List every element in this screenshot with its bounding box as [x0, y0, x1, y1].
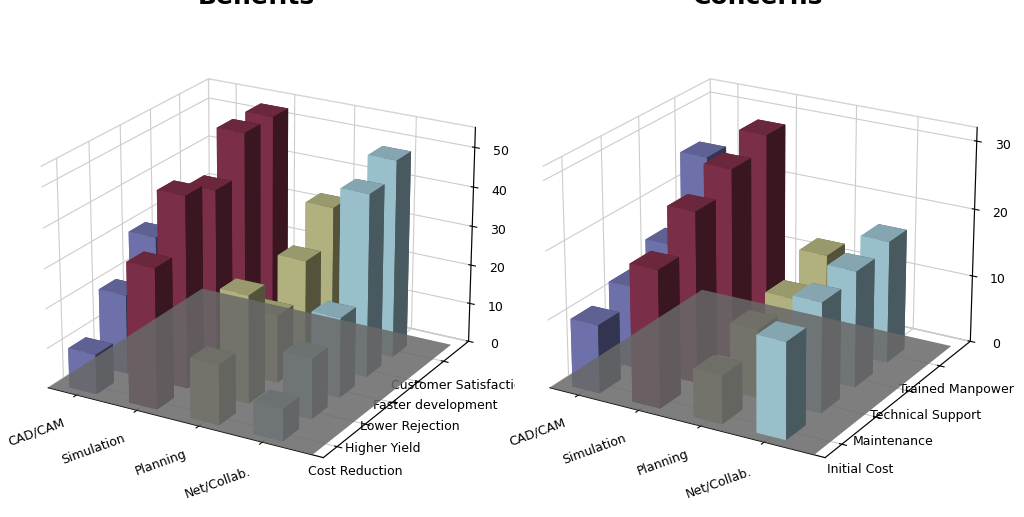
- Title: Concerns: Concerns: [692, 0, 823, 9]
- Title: Benefits: Benefits: [198, 0, 314, 9]
